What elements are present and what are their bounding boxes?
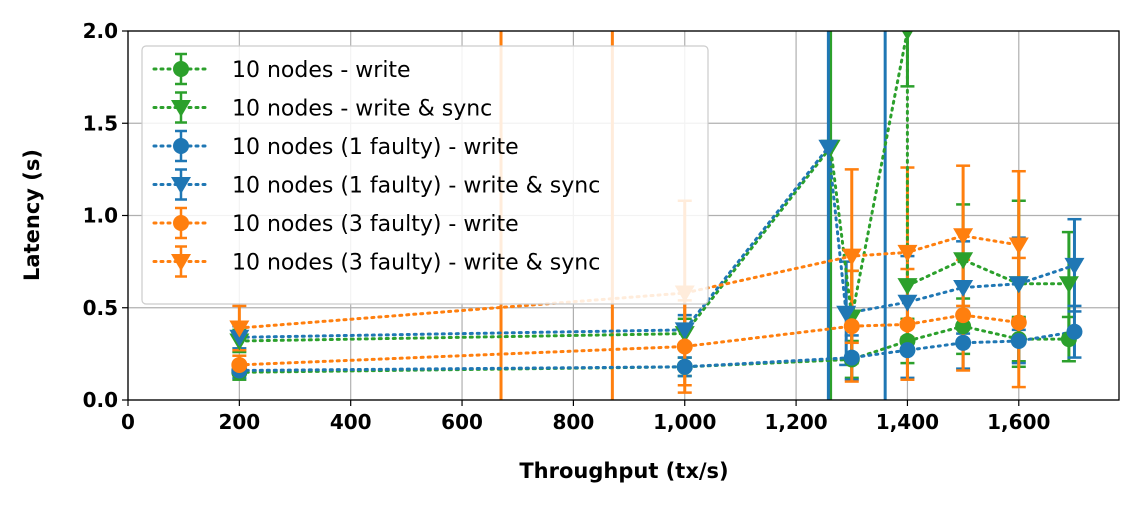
- data-point-s4-0: [231, 357, 247, 373]
- x-tick-label-5: 1,000: [653, 410, 716, 434]
- legend-marker-0: [173, 61, 189, 77]
- x-axis-title: Throughput (tx/s): [519, 459, 728, 483]
- y-tick-label-1: 0.5: [83, 296, 118, 320]
- legend-label-5: 10 nodes (3 faulty) - write & sync: [232, 251, 600, 276]
- x-tick-label-6: 1,200: [764, 410, 827, 434]
- x-tick-label-4: 800: [553, 410, 595, 434]
- data-point-s4-3: [899, 316, 915, 332]
- y-axis-title: Latency (s): [20, 149, 44, 281]
- data-point-s2-2: [844, 350, 860, 366]
- legend-label-3: 10 nodes (1 faulty) - write & sync: [232, 174, 600, 199]
- legend-label-0: 10 nodes - write: [232, 58, 411, 83]
- legend-label-1: 10 nodes - write & sync: [232, 97, 492, 122]
- data-point-s2-6: [1066, 324, 1082, 340]
- legend-marker-2: [173, 138, 189, 154]
- data-point-s2-4: [955, 335, 971, 351]
- y-tick-label-0: 0.0: [83, 388, 118, 412]
- data-point-s4-5: [1011, 315, 1027, 331]
- y-tick-label-3: 1.5: [83, 111, 118, 135]
- data-point-s2-5: [1011, 333, 1027, 349]
- x-tick-label-1: 200: [218, 410, 260, 434]
- y-tick-label-4: 2.0: [83, 19, 118, 43]
- y-tick-label-2: 1.0: [83, 204, 118, 228]
- legend-marker-4: [173, 215, 189, 231]
- data-point-s4-4: [955, 307, 971, 323]
- data-point-s2-3: [899, 342, 915, 358]
- legend-label-4: 10 nodes (3 faulty) - write: [232, 212, 519, 237]
- x-tick-label-8: 1,600: [987, 410, 1050, 434]
- legend: 10 nodes - write 10 nodes - write & sync 1…: [142, 46, 708, 304]
- x-tick-label-7: 1,400: [876, 410, 939, 434]
- x-tick-label-3: 600: [441, 410, 483, 434]
- x-tick-label-0: 0: [121, 410, 135, 434]
- data-point-s2-1: [677, 359, 693, 375]
- data-point-s4-1: [677, 338, 693, 354]
- x-tick-label-2: 400: [330, 410, 372, 434]
- legend-label-2: 10 nodes (1 faulty) - write: [232, 135, 519, 160]
- data-point-s4-2: [844, 318, 860, 334]
